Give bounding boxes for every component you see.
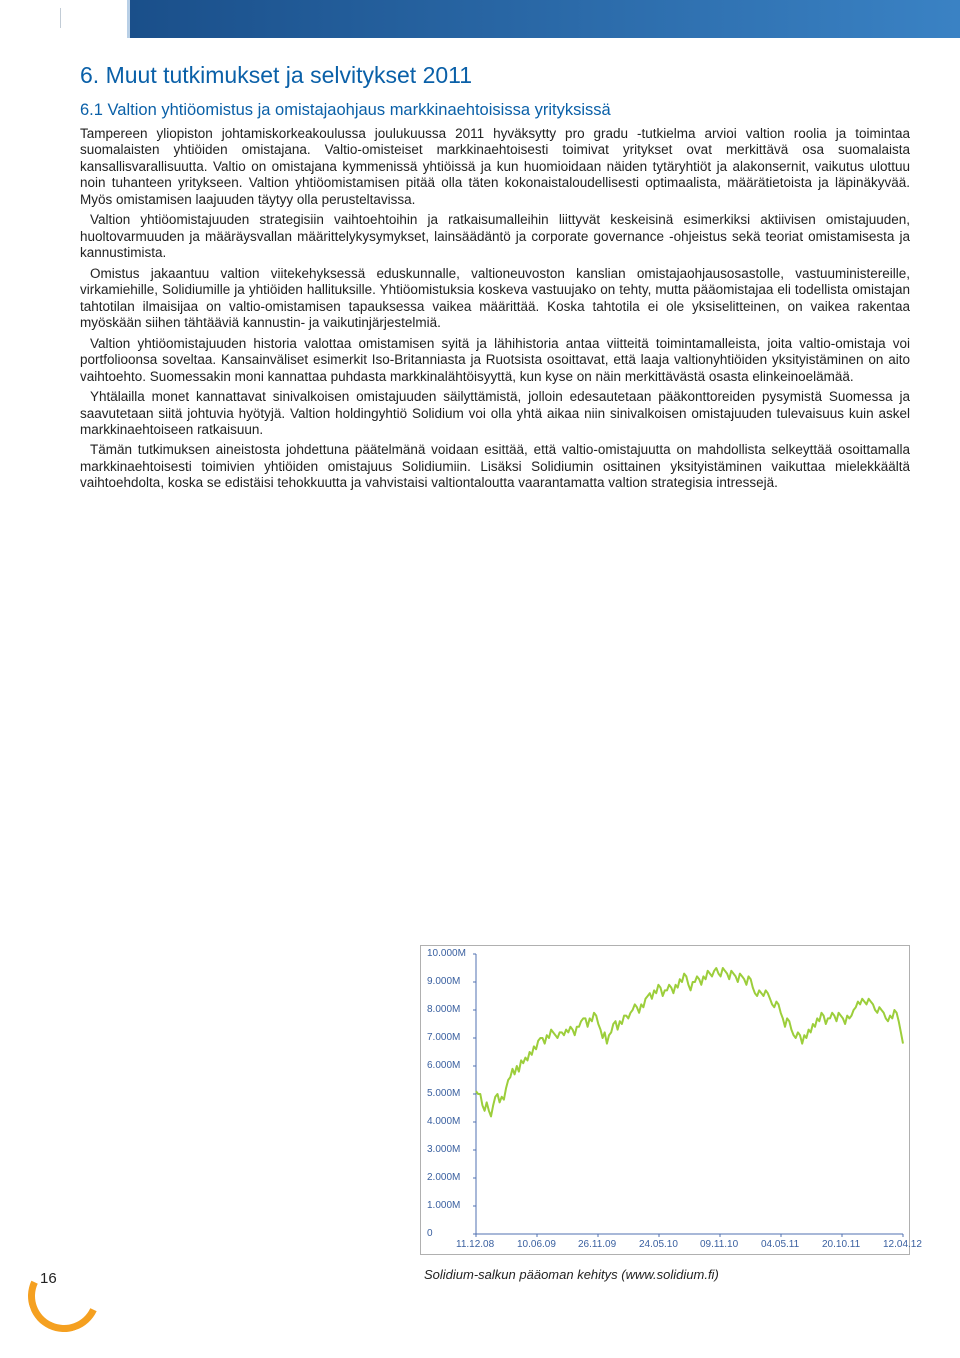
chart-line [476, 968, 903, 1116]
header-white-block [0, 0, 130, 38]
paragraph-4: Valtion yhtiöomistajuuden historia valot… [80, 336, 910, 385]
paragraph-3: Omistus jakaantuu valtion viitekehyksess… [80, 266, 910, 332]
line-chart: 01.000M2.000M3.000M4.000M5.000M6.000M7.0… [420, 945, 910, 1255]
chart-container: 01.000M2.000M3.000M4.000M5.000M6.000M7.0… [420, 945, 910, 1282]
paragraph-6: Tämän tutkimuksen aineistosta johdettuna… [80, 442, 910, 491]
chart-caption: Solidium-salkun pääoman kehitys (www.sol… [420, 1267, 910, 1282]
page: 6. Muut tutkimukset ja selvitykset 2011 … [0, 0, 960, 1358]
page-number: 16 [40, 1270, 57, 1287]
page-number-decoration: 16 [28, 1260, 100, 1332]
chart-svg [421, 946, 911, 1256]
section-subheading: 6.1 Valtion yhtiöomistus ja omistajaohja… [80, 101, 910, 120]
paragraph-1: Tampereen yliopiston johtamiskorkeakoulu… [80, 126, 910, 208]
header-bar [0, 0, 960, 38]
paragraph-2: Valtion yhtiöomistajuuden strategisiin v… [80, 212, 910, 261]
content-area: 6. Muut tutkimukset ja selvitykset 2011 … [80, 62, 910, 496]
orange-arc-icon [18, 1250, 110, 1342]
section-heading: 6. Muut tutkimukset ja selvitykset 2011 [80, 62, 910, 89]
paragraph-5: Yhtälailla monet kannattavat sinivalkois… [80, 389, 910, 438]
